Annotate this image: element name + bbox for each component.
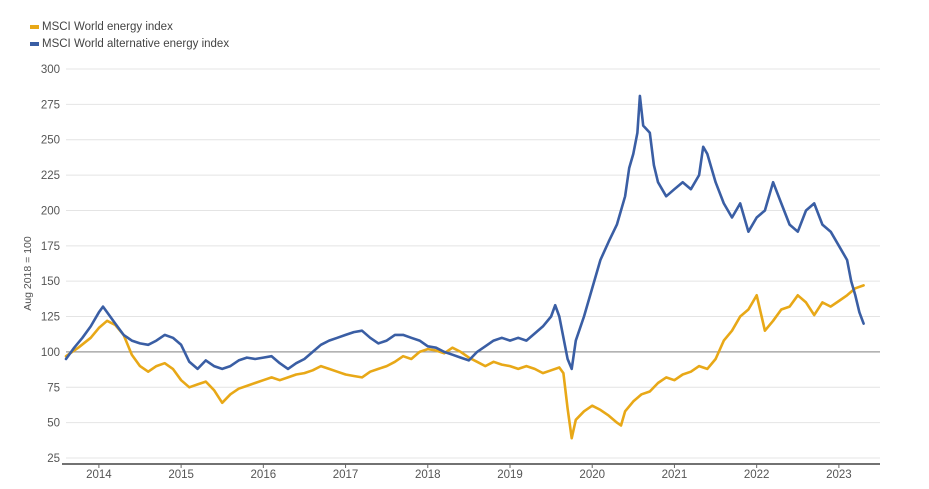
x-tick-label: 2014 (86, 469, 112, 481)
x-tick-label: 2019 (497, 469, 523, 481)
x-tick-label: 2017 (333, 469, 359, 481)
legend-swatch-alternative-energy (30, 41, 39, 46)
x-tick-label: 2022 (744, 469, 770, 481)
y-tick-label: 175 (41, 241, 60, 253)
y-tick-label: 100 (41, 347, 60, 359)
legend-item-energy: MSCI World energy index (30, 18, 229, 35)
alternative-energy-index-line (64, 94, 865, 371)
y-tick-label: 250 (41, 135, 60, 147)
legend-swatch-energy (30, 24, 39, 29)
y-tick-label: 300 (41, 64, 60, 76)
grid-lines (62, 68, 880, 465)
y-tick-label: 50 (47, 418, 60, 430)
legend-label-energy: MSCI World energy index (42, 20, 173, 33)
y-tick-label: 200 (41, 205, 60, 217)
y-tick-label: 225 (41, 170, 60, 182)
legend-label-alternative-energy: MSCI World alternative energy index (42, 37, 230, 50)
y-tick-label: 125 (41, 312, 60, 324)
x-tick-label: 2015 (168, 469, 194, 481)
x-tick-label: 2016 (251, 469, 277, 481)
x-tick-label: 2023 (826, 469, 852, 481)
chart-legend: MSCI World energy index MSCI World alter… (30, 18, 229, 52)
y-tick-label: 75 (47, 382, 60, 394)
y-tick-label: 275 (41, 99, 60, 111)
y-tick-label: 25 (47, 453, 60, 465)
y-axis-label: Aug 2018 = 100 (22, 236, 34, 311)
legend-item-alternative-energy: MSCI World alternative energy index (30, 35, 229, 52)
y-tick-label: 150 (41, 276, 60, 288)
x-tick-label: 2018 (415, 469, 441, 481)
y-axis-ticks: 25 50 75 100 125 150 175 200 225 250 275 300 (41, 64, 60, 465)
x-tick-label: 2020 (579, 469, 605, 481)
x-axis-ticks: 2014 2015 2016 2017 2018 2019 2020 2021 2022 2023 (86, 464, 852, 481)
series-lines (64, 94, 865, 440)
x-tick-label: 2021 (662, 469, 688, 481)
energy-index-line (64, 284, 865, 440)
